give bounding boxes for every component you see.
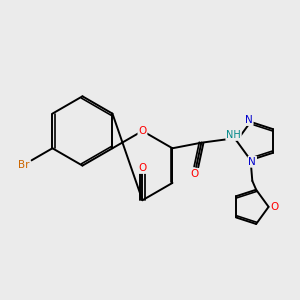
Text: O: O bbox=[138, 163, 147, 173]
Text: NH: NH bbox=[226, 130, 241, 140]
Text: O: O bbox=[190, 169, 199, 179]
Text: N: N bbox=[245, 115, 253, 125]
Text: O: O bbox=[138, 126, 147, 136]
Text: O: O bbox=[271, 202, 279, 212]
Text: N: N bbox=[248, 157, 256, 167]
Text: Br: Br bbox=[18, 160, 30, 170]
